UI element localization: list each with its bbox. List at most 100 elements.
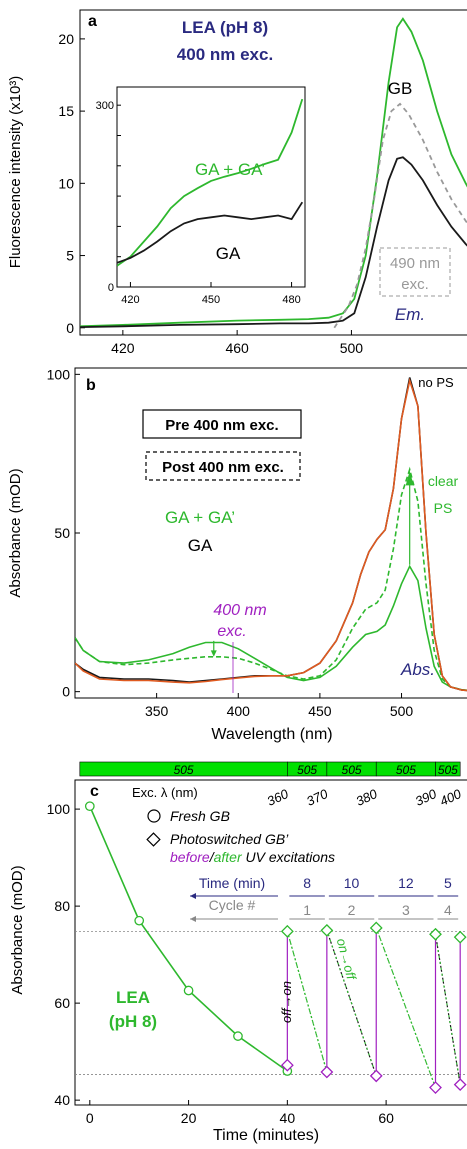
- a-xtick-label: 500: [340, 340, 364, 356]
- panel-b-ylabel: Absorbance (mOD): [7, 468, 24, 597]
- cycle-annotations: 8 1 10 2 12 3 5 4: [190, 875, 459, 922]
- cycle-time: 12: [398, 875, 414, 891]
- panel-a-490-box: [379, 247, 451, 297]
- panel-a-title-2: 400 nm exc.: [177, 45, 273, 64]
- legend-photo-marker: [146, 832, 161, 847]
- legend-post-label: Post 400 nm exc.: [162, 459, 284, 476]
- photo-before-point: [280, 1058, 294, 1072]
- uv-wavelength-label: 370: [304, 786, 331, 809]
- cycle-time: 10: [344, 875, 360, 891]
- panel-b-ps-label: PS: [434, 500, 453, 516]
- panel-a: a 420 460 500 0 5 10 15 20 Fluorescence intensi…: [7, 9, 467, 356]
- b-exc-arrowhead: [210, 650, 217, 657]
- panel-b-nops-label: no PS: [418, 375, 454, 390]
- cycle-header-arrowhead: [190, 916, 196, 922]
- legend-photo-label: Photoswitched GB’: [170, 831, 289, 847]
- time-header-arrowhead: [190, 893, 196, 899]
- c-xtick-label: 20: [181, 1110, 197, 1126]
- legend-uv: UV excitations: [242, 849, 335, 865]
- c-xtick-label: 0: [86, 1110, 94, 1126]
- a-ytick-label: 20: [58, 31, 74, 47]
- off-on-label: off→on: [279, 981, 294, 1023]
- panel-a-axes: 420 460 500 0 5 10 15 20: [58, 31, 363, 356]
- b-xtick-label: 350: [145, 703, 169, 719]
- panel-a-letter: a: [88, 13, 97, 30]
- decay-line: [286, 931, 328, 1073]
- exc-bar-label: 505: [342, 763, 362, 777]
- exc-bar-label: 505: [297, 763, 317, 777]
- inset-lines: [117, 98, 304, 267]
- inset-ga-label: GA: [216, 244, 241, 263]
- panel-a-inset: 420 450 480 0 300 GA + GA’ GA: [96, 86, 306, 306]
- inset-series-line: [117, 98, 304, 267]
- panel-c-lea-label: LEA: [116, 988, 150, 1007]
- panel-a-490-label-1: 490 nm: [390, 255, 440, 272]
- b-xtick-label: 500: [390, 703, 414, 719]
- cycle-number: 3: [402, 902, 410, 918]
- panel-a-em-label: Em.: [395, 305, 425, 324]
- b-ps-arrowhead: [405, 471, 414, 486]
- legend-pre-box: [142, 409, 302, 439]
- b-series-line: [75, 564, 467, 692]
- photo-before-point: [429, 1081, 442, 1094]
- inset-series-line: [117, 201, 304, 264]
- legend-before: before: [170, 849, 210, 865]
- legend-pre-label: Pre 400 nm exc.: [165, 417, 278, 434]
- panel-c-letter: c: [90, 783, 99, 800]
- legend-uv-line: before/after UV excitations: [170, 849, 335, 865]
- photo-before-point: [453, 1078, 467, 1092]
- a-series-line: [80, 156, 467, 328]
- inset-ga-gaprime-label: GA + GA’: [195, 160, 265, 179]
- cycle-number-header: Cycle #: [209, 897, 256, 913]
- cycle-time-header: Time (min): [199, 875, 265, 891]
- panel-b-ga-gaprime-label: GA + GA’: [165, 508, 235, 527]
- panel-a-frame: [79, 9, 467, 336]
- c-ytick-label: 100: [47, 801, 71, 817]
- a-ytick-label: 15: [58, 103, 74, 119]
- panel-c-frame: [74, 779, 467, 1106]
- c-ytick-label: 60: [54, 995, 70, 1011]
- inset-xtick-label: 450: [202, 294, 220, 306]
- c-xtick-label: 60: [378, 1110, 394, 1126]
- panel-b: b 350 400 450 500 0 50 100 Absorbance (mOD) Wa…: [7, 366, 467, 743]
- legend-after: after: [214, 849, 243, 865]
- exc-bar-label: 505: [438, 763, 458, 777]
- panel-b-clear-label: clear: [428, 473, 459, 489]
- inset-xtick-label: 480: [282, 294, 300, 306]
- b-series-line: [75, 377, 467, 692]
- legend-fresh-label: Fresh GB: [170, 808, 230, 824]
- panel-b-xlabel: Wavelength (nm): [211, 726, 332, 743]
- panel-a-490-label-2: exc.: [401, 276, 429, 293]
- a-xtick-label: 420: [111, 340, 135, 356]
- photo-before-point: [369, 1069, 383, 1083]
- panel-b-400-label-1: 400 nm: [213, 602, 266, 619]
- uv-wavelength-label: 380: [353, 786, 380, 809]
- inset-ytick-label: 300: [96, 100, 114, 112]
- b-series-line: [75, 466, 467, 692]
- panel-b-letter: b: [86, 377, 96, 394]
- uv-wavelength-label: 390: [413, 786, 440, 809]
- panel-c-axes: 0 20 40 60 40 60 80 100: [47, 801, 394, 1126]
- cycle-number: 4: [444, 902, 452, 918]
- panel-a-lines: [80, 17, 467, 329]
- panel-b-ga-label: GA: [188, 536, 213, 555]
- uv-wavelength-label: 400: [437, 786, 464, 809]
- c-ytick-label: 80: [54, 898, 70, 914]
- photo-before-point: [320, 1065, 334, 1079]
- decay-line: [375, 927, 437, 1088]
- panel-a-title-1: LEA (pH 8): [182, 18, 268, 37]
- c-xtick-label: 40: [280, 1110, 296, 1126]
- legend-fresh-marker: [147, 809, 161, 823]
- panel-c-ylabel: Absorbance (mOD): [9, 865, 26, 994]
- legend-post-box: [145, 451, 301, 481]
- legend-slash: /: [209, 849, 216, 865]
- a-ytick-label: 0: [66, 320, 74, 336]
- panel-a-ylabel: Fluorescence intensity (x10³): [7, 76, 24, 269]
- exc-lambda-label: Exc. λ (nm): [132, 785, 198, 800]
- inset-ytick-label: 0: [108, 282, 114, 294]
- panel-b-abs-label: Abs.: [400, 660, 435, 679]
- exc-bar-segment: [435, 761, 461, 777]
